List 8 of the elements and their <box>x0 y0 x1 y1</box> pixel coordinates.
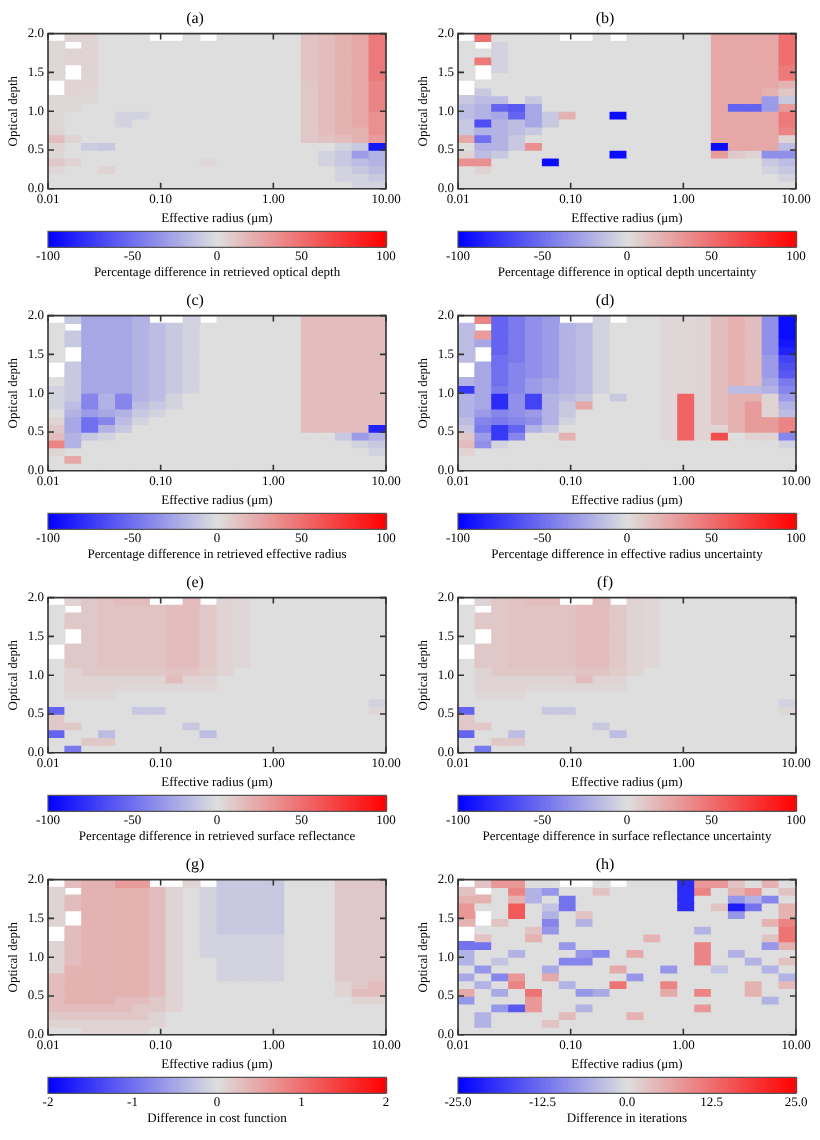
chart-title: (d) <box>595 290 615 309</box>
chart-title: (f) <box>597 572 614 591</box>
chart-title: (h) <box>595 854 615 873</box>
chart-title: (g) <box>185 854 205 873</box>
chart-title: (b) <box>595 8 615 27</box>
chart-title: (e) <box>186 572 205 591</box>
chart-title: (c) <box>186 290 205 309</box>
chart-title: (a) <box>186 8 205 27</box>
